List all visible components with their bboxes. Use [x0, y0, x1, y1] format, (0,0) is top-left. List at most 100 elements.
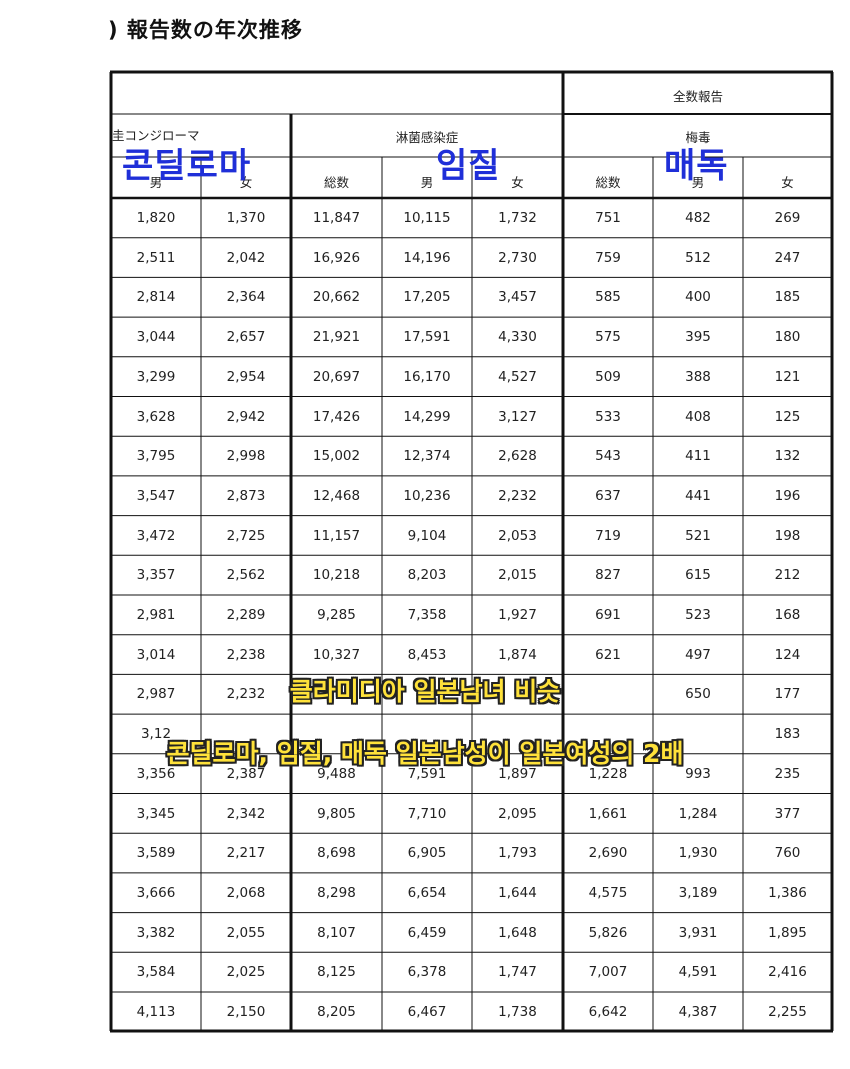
table-cell: 10,236	[403, 487, 451, 504]
table-cell: 585	[595, 289, 621, 306]
table-cell: 4,387	[678, 1004, 718, 1020]
table-cell: 3,584	[136, 964, 176, 981]
table-cell: 1,732	[498, 210, 537, 226]
table-cell: 650	[685, 686, 711, 703]
table-cell: 125	[774, 408, 801, 425]
table-cell: 2,232	[498, 487, 537, 504]
table-cell: 2,981	[136, 607, 176, 623]
table-cell: 3,931	[678, 924, 718, 941]
table-cell: 17,426	[312, 408, 361, 425]
table-cell: 2,942	[226, 408, 266, 425]
header-gonorrhea: 淋菌感染症	[395, 130, 459, 145]
table-cell: 1,895	[768, 924, 807, 941]
table-cell: 3,547	[136, 487, 176, 504]
table-cell: 2,511	[136, 249, 176, 266]
table-cell: 3,589	[136, 845, 176, 862]
table-cell: 395	[685, 329, 711, 346]
table-cell: 185	[774, 289, 801, 306]
label-condyloma: 콘딜로마	[122, 146, 252, 186]
table-cell: 691	[595, 607, 621, 623]
table-cell: 9,488	[317, 765, 356, 782]
table-cell: 177	[774, 686, 801, 703]
table-cell: 408	[685, 408, 711, 425]
table-cell: 2,150	[226, 1004, 266, 1020]
table-cell: 3,356	[136, 765, 176, 782]
label-syphilis: 매독	[664, 146, 729, 186]
table-cell: 7,591	[407, 765, 447, 782]
table-cell: 10,218	[312, 567, 361, 584]
table-cell: 2,730	[498, 249, 537, 266]
table-cell: 121	[774, 368, 801, 385]
table-cell: 1,927	[498, 607, 537, 623]
table-cell: 17,591	[403, 329, 451, 346]
table-cell: 2,998	[226, 448, 266, 465]
table-cell: 168	[774, 607, 801, 623]
table-cell: 993	[685, 765, 711, 782]
table-cell: 1,820	[136, 210, 176, 226]
table-cell: 615	[685, 567, 711, 584]
table-cell: 543	[595, 448, 621, 465]
table-cell: 1,874	[498, 646, 537, 663]
table-cell: 183	[774, 726, 801, 743]
table-cell: 3,628	[136, 408, 176, 425]
label-gonorrhea: 임질	[436, 146, 501, 186]
header-all-reports: 全数報告	[672, 89, 723, 104]
table-cell: 124	[774, 646, 801, 663]
header-condyloma: 圭コンジローマ	[112, 128, 200, 143]
table-cell: 11,157	[312, 527, 361, 544]
table-cell: 2,238	[226, 646, 266, 663]
table-cell: 11,847	[312, 210, 361, 226]
table-cell: 3,472	[136, 527, 176, 544]
caption-line-1: 클라미디아 일본남녀 비슷	[289, 677, 561, 706]
table-cell: 411	[685, 448, 711, 465]
table-cell: 6,654	[407, 884, 447, 901]
table-cell: 9,104	[407, 527, 447, 544]
subheader-condyloma-male: 男	[149, 175, 163, 190]
table-cell: 1,228	[588, 765, 628, 782]
table-cell: 2,562	[226, 567, 266, 584]
table-cell: 9,805	[317, 805, 356, 822]
table-cell: 2,053	[498, 527, 537, 544]
table-cell: 10,327	[312, 646, 361, 663]
table-cell: 533	[595, 408, 621, 425]
table-cell: 759	[595, 249, 621, 266]
table-cell: 827	[595, 567, 621, 584]
table-cell: 2,987	[136, 686, 176, 703]
document-title: ) 報告数の年次推移	[108, 18, 303, 42]
table-cell: 2,015	[498, 567, 537, 584]
table-cell: 6,905	[407, 845, 447, 862]
table-cell: 14,299	[403, 408, 451, 425]
table-cell: 497	[685, 646, 711, 663]
table-cell: 441	[685, 487, 711, 504]
table-cell: 1,644	[498, 884, 537, 901]
table-cell: 5,826	[588, 924, 628, 941]
table-cell: 14,196	[403, 249, 451, 266]
table-cell: 2,628	[498, 448, 537, 465]
table-cell: 20,662	[312, 289, 361, 306]
table-cell: 4,113	[136, 1004, 176, 1020]
table-cell: 16,926	[312, 249, 361, 266]
table-cell: 247	[774, 249, 801, 266]
table-cell: 7,007	[588, 964, 628, 981]
table-cell: 521	[685, 527, 711, 544]
subheader-gonorrhea-female: 女	[511, 175, 524, 190]
caption-line-2: 콘딜로마, 임질, 매독 일본남성이 일본여성의 2배	[166, 739, 684, 768]
table-cell: 4,575	[588, 884, 628, 901]
table-cell: 400	[685, 289, 711, 306]
table-cell: 2,657	[226, 329, 266, 346]
table-cell: 3,127	[498, 408, 537, 425]
table-cell: 377	[774, 805, 801, 822]
table-cell: 2,232	[226, 686, 266, 703]
subheader-syphilis-female: 女	[781, 175, 794, 190]
table-cell: 3,345	[136, 805, 176, 822]
table-cell: 235	[774, 765, 801, 782]
table-cell: 6,642	[588, 1004, 628, 1020]
table-cell: 719	[595, 527, 621, 544]
table-cell: 2,387	[226, 765, 266, 782]
table-cell: 15,002	[312, 448, 361, 465]
table-cell: 8,698	[317, 845, 356, 862]
table-cell: 6,459	[407, 924, 447, 941]
table-cell: 12,374	[403, 448, 451, 465]
table-cell: 1,897	[498, 765, 537, 782]
table-cell: 196	[774, 487, 801, 504]
